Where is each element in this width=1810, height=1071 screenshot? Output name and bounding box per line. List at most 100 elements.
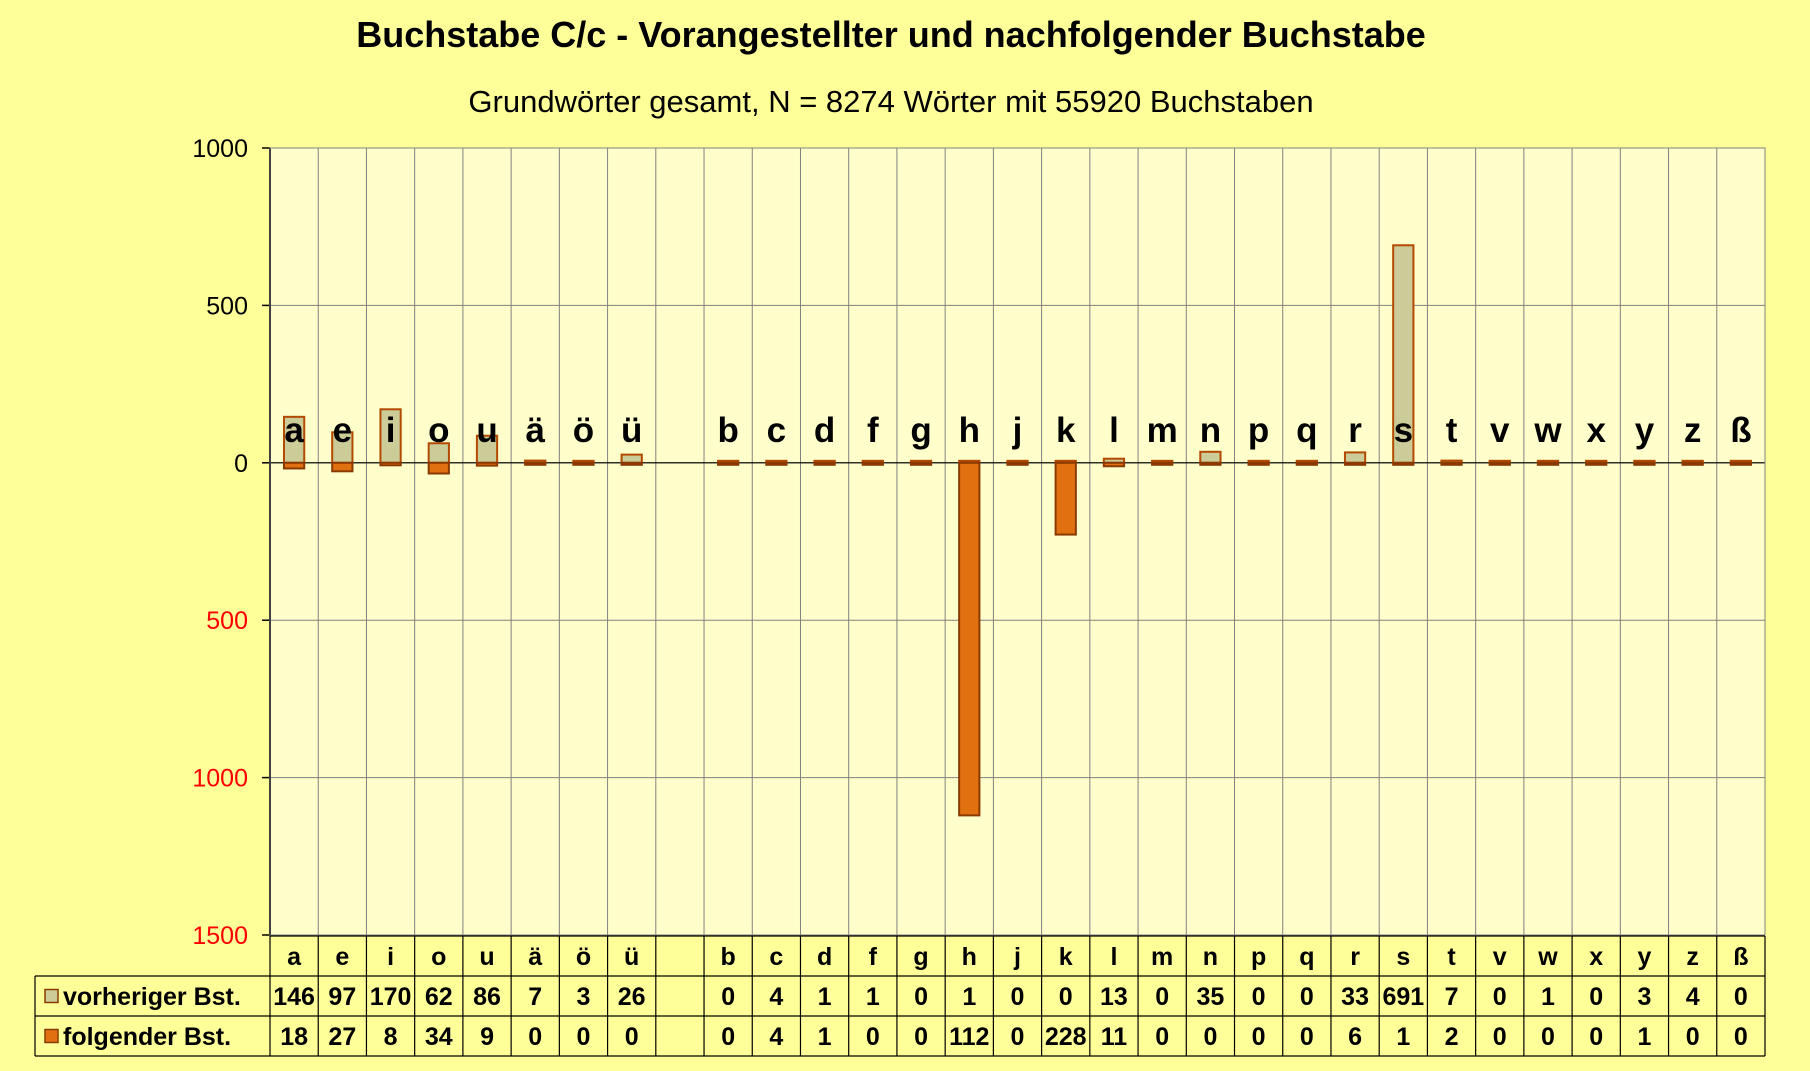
- y-tick-label: 1500: [192, 922, 248, 950]
- table-value-folgender: 9: [480, 1023, 494, 1051]
- legend-key: [44, 988, 59, 1004]
- table-value-folgender: 0: [1541, 1023, 1555, 1051]
- table-value-vorheriger: 1: [818, 983, 832, 1011]
- bar-folgender: [765, 461, 788, 466]
- bar-folgender: [1488, 461, 1511, 466]
- table-value-vorheriger: 7: [1445, 983, 1459, 1011]
- table-value-vorheriger: 0: [914, 983, 928, 1011]
- category-label-plot: a: [284, 411, 304, 450]
- category-label-plot: l: [1109, 411, 1119, 450]
- bar-folgender: [475, 461, 499, 467]
- x-axis-label: ü: [624, 943, 639, 971]
- category-label-plot: j: [1012, 411, 1023, 450]
- table-value-vorheriger: 3: [1637, 983, 1651, 1011]
- x-axis-label: e: [335, 943, 349, 971]
- table-value-folgender: 0: [1734, 1023, 1748, 1051]
- x-axis-label: z: [1686, 943, 1699, 971]
- bar-folgender: [1247, 461, 1270, 466]
- legend-label: folgender Bst.: [63, 1023, 231, 1051]
- legend-label: vorheriger Bst.: [63, 983, 241, 1011]
- x-axis-label: v: [1493, 943, 1507, 971]
- table-value-folgender: 11: [1101, 1023, 1128, 1051]
- x-axis-label: m: [1151, 943, 1173, 971]
- bar-folgender: [427, 461, 450, 475]
- table-value-folgender: 4: [769, 1023, 783, 1051]
- category-label-plot: t: [1446, 411, 1458, 450]
- category-label-plot: r: [1348, 411, 1362, 450]
- x-axis-label: p: [1251, 943, 1266, 971]
- category-label-plot: n: [1200, 411, 1221, 450]
- category-label-plot: z: [1684, 411, 1702, 450]
- category-label-plot: b: [717, 411, 738, 450]
- category-label-plot: u: [476, 411, 497, 450]
- category-label-plot: e: [333, 411, 352, 450]
- bar-folgender: [1681, 461, 1704, 466]
- table-value-folgender: 0: [1686, 1023, 1700, 1051]
- category-label-plot: y: [1635, 411, 1655, 450]
- bar-vorheriger: [1343, 451, 1367, 464]
- table-value-vorheriger: 1: [962, 983, 976, 1011]
- y-tick-label: 1000: [192, 765, 248, 793]
- category-label-plot: d: [814, 411, 835, 450]
- table-value-vorheriger: 0: [1011, 983, 1025, 1011]
- x-axis-label: j: [1013, 943, 1021, 971]
- table-value-vorheriger: 0: [1155, 983, 1169, 1011]
- bar-folgender: [861, 461, 884, 466]
- x-axis-label: t: [1447, 943, 1456, 971]
- table-value-folgender: 0: [1155, 1023, 1169, 1051]
- table-value-folgender: 0: [1300, 1023, 1314, 1051]
- bar-folgender: [1729, 461, 1753, 466]
- table-value-folgender: 8: [384, 1023, 398, 1051]
- category-label-plot: m: [1147, 411, 1178, 450]
- chart-title: Buchstabe C/c - Vorangestellter und nach…: [356, 14, 1426, 55]
- table-value-folgender: 0: [625, 1023, 639, 1051]
- table-value-vorheriger: 86: [473, 983, 501, 1011]
- category-label-plot: c: [767, 411, 786, 450]
- table-value-vorheriger: 4: [769, 983, 783, 1011]
- bar-folgender: [717, 461, 740, 466]
- x-axis-label: ö: [576, 943, 591, 971]
- y-tick-label: 1000: [192, 135, 248, 163]
- table-value-folgender: 228: [1045, 1023, 1087, 1051]
- table-value-folgender: 6: [1348, 1023, 1362, 1051]
- plot-border: [269, 147, 1766, 936]
- table-value-vorheriger: 0: [1059, 983, 1073, 1011]
- table-value-folgender: 2: [1445, 1023, 1459, 1051]
- y-tick-label: 0: [234, 450, 248, 478]
- table-value-vorheriger: 35: [1196, 983, 1224, 1011]
- table-value-vorheriger: 62: [425, 983, 453, 1011]
- table-value-folgender: 112: [949, 1023, 989, 1051]
- x-axis-label: x: [1589, 943, 1603, 971]
- x-axis-label: i: [387, 943, 394, 971]
- table-value-folgender: 0: [1493, 1023, 1507, 1051]
- bar-folgender: [1633, 461, 1656, 466]
- x-axis-label: d: [817, 943, 832, 971]
- bar-folgender: [620, 461, 643, 466]
- x-axis-label: l: [1110, 943, 1117, 971]
- table-value-folgender: 0: [866, 1023, 880, 1051]
- x-axis-label: w: [1537, 943, 1558, 971]
- table-value-folgender: 1: [1637, 1023, 1651, 1051]
- x-axis-label: u: [479, 943, 494, 971]
- category-label-plot: x: [1586, 411, 1606, 450]
- bar-folgender: [1054, 461, 1077, 536]
- bar-folgender: [1102, 461, 1126, 468]
- category-label-plot: q: [1296, 411, 1317, 450]
- table-value-vorheriger: 0: [1734, 983, 1748, 1011]
- x-axis-label: f: [869, 943, 878, 971]
- x-axis-label: k: [1059, 943, 1073, 971]
- table-value-vorheriger: 7: [528, 983, 542, 1011]
- table-value-vorheriger: 0: [1300, 983, 1314, 1011]
- bar-folgender: [1392, 461, 1415, 466]
- table-value-folgender: 1: [818, 1023, 832, 1051]
- table-value-vorheriger: 1: [1541, 983, 1555, 1011]
- category-label-plot: ä: [526, 411, 546, 450]
- category-label-plot: s: [1394, 411, 1413, 450]
- table-value-vorheriger: 0: [1589, 983, 1603, 1011]
- bar-folgender: [1585, 461, 1608, 466]
- x-axis-label: a: [287, 943, 302, 971]
- x-axis-label: y: [1637, 943, 1651, 971]
- bar-folgender: [813, 461, 836, 466]
- chart-subtitle: Grundwörter gesamt, N = 8274 Wörter mit …: [468, 84, 1314, 119]
